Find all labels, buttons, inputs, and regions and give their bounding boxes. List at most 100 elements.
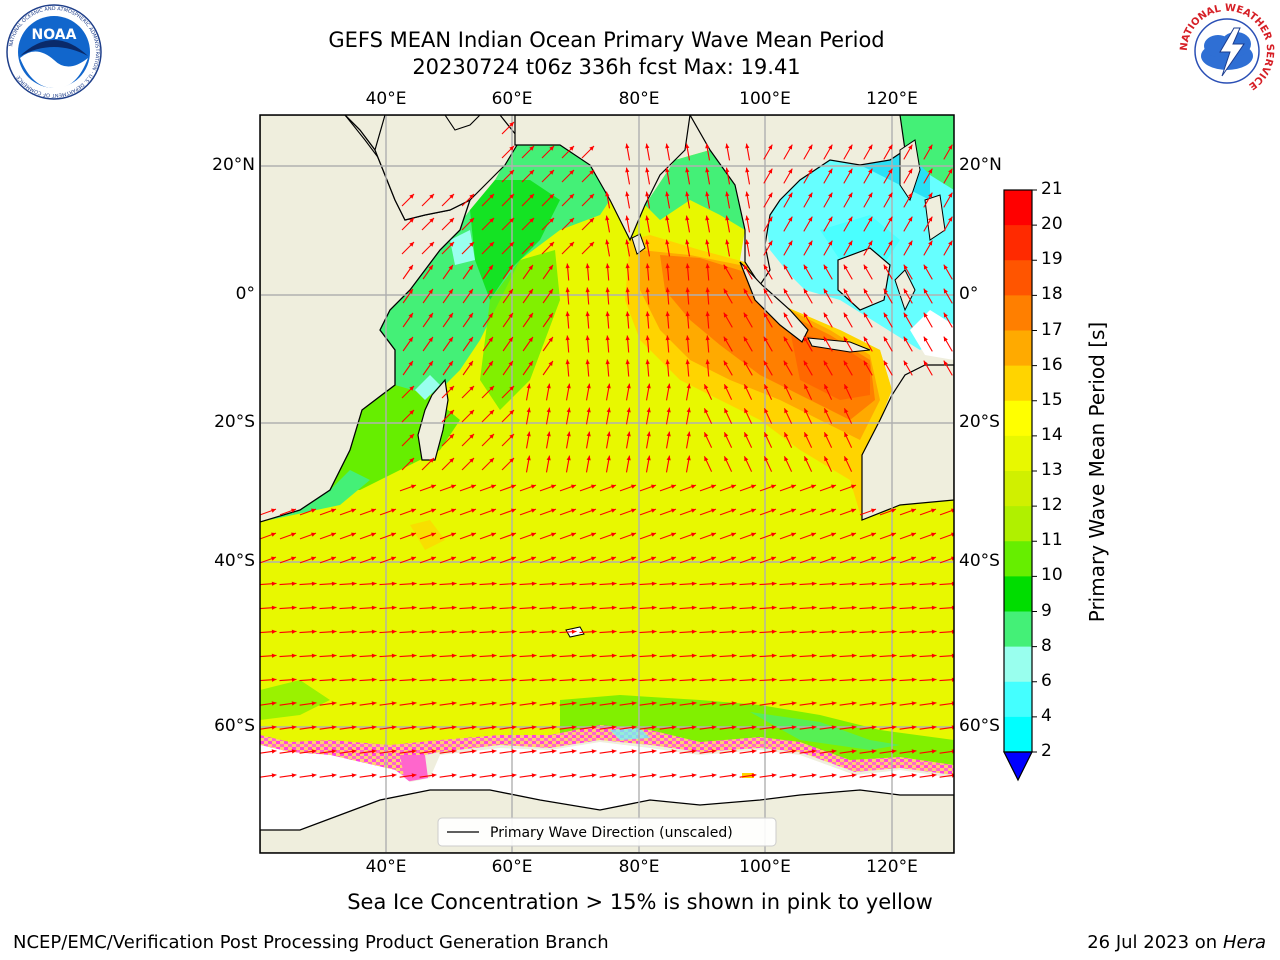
wave-direction-arrowhead	[685, 191, 690, 197]
wave-direction-arrowhead	[704, 456, 709, 462]
wave-direction-arrowhead	[868, 144, 873, 150]
colorbar-tick-label: 18	[1041, 284, 1063, 305]
wave-direction-arrowhead	[271, 629, 277, 634]
wave-direction-arrowhead	[509, 458, 514, 463]
wave-direction-arrowhead	[691, 581, 697, 586]
wave-direction-arrowhead	[411, 605, 417, 610]
wave-direction-arrowhead	[311, 556, 316, 561]
wave-direction-arrowhead	[685, 335, 690, 341]
wave-direction-arrowhead	[429, 458, 434, 463]
wave-direction-arrowhead	[671, 701, 677, 706]
wave-direction-arrowhead	[768, 216, 773, 222]
wave-direction-arrowhead	[409, 218, 414, 223]
lon-tick-top-1: 40°E	[365, 89, 407, 109]
wave-direction-arrowhead	[491, 629, 497, 634]
lon-tick-bottom-3: 80°E	[618, 857, 660, 877]
wave-direction-arrowhead	[751, 629, 757, 634]
sea-ice-caption: Sea Ice Concentration > 15% is shown in …	[347, 890, 933, 914]
wave-direction-arrowhead	[451, 725, 457, 730]
wave-direction-arrowhead	[488, 265, 493, 270]
wave-direction-arrowhead	[351, 605, 357, 610]
wave-direction-arrowhead	[871, 773, 877, 778]
wave-direction-arrowhead	[591, 508, 596, 513]
wave-direction-arrowhead	[705, 359, 710, 365]
wave-direction-arrowhead	[943, 336, 948, 342]
wave-direction-arrowhead	[469, 410, 474, 415]
wave-direction-arrowhead	[686, 431, 691, 437]
wave-direction-arrowhead	[571, 749, 577, 754]
wave-direction-arrowhead	[788, 192, 793, 198]
wave-direction-arrowhead	[571, 725, 577, 730]
wave-direction-arrowhead	[625, 191, 630, 197]
wave-direction-arrowhead	[711, 581, 717, 586]
wave-direction-arrowhead	[471, 701, 477, 706]
colorbar-tick-label: 11	[1041, 530, 1063, 551]
wave-direction-arrowhead	[589, 242, 594, 247]
wave-direction-arrowhead	[923, 336, 928, 342]
wave-direction-arrowhead	[491, 725, 497, 730]
wave-direction-arrowhead	[851, 749, 857, 754]
wave-direction-arrowhead	[763, 288, 768, 294]
wave-direction-arrowhead	[731, 484, 736, 489]
wave-direction-arrowhead	[871, 677, 877, 682]
wave-direction-arrowhead	[331, 629, 337, 634]
wave-direction-arrowhead	[631, 725, 637, 730]
wave-direction-arrowhead	[831, 653, 837, 658]
wave-direction-arrowhead	[848, 192, 853, 198]
wave-direction-arrowhead	[931, 532, 936, 537]
colorbar-segment	[1004, 506, 1032, 542]
wave-direction-arrowhead	[891, 653, 897, 658]
wave-direction-arrowhead	[691, 629, 697, 634]
wave-direction-arrowhead	[651, 629, 657, 634]
wave-direction-arrowhead	[271, 556, 276, 561]
wave-direction-arrowhead	[844, 384, 849, 390]
wave-direction-arrowhead	[691, 556, 696, 561]
sea-ice-edge	[260, 725, 954, 780]
wave-direction-arrowhead	[331, 532, 336, 537]
wave-direction-arrowhead	[566, 455, 571, 461]
colorbar	[1003, 189, 1037, 782]
wave-direction-arrowhead	[491, 677, 497, 682]
wave-direction-arrowhead	[606, 383, 611, 389]
wave-direction-arrowhead	[691, 749, 697, 754]
lat-tick-right-3: 20°S	[959, 412, 1000, 432]
wave-direction-arrowhead	[546, 407, 551, 413]
wave-direction-arrowhead	[911, 653, 917, 658]
wave-direction-arrowhead	[665, 215, 670, 221]
wave-direction-arrowhead	[351, 725, 357, 730]
wave-direction-arrowhead	[605, 311, 610, 317]
wave-direction-arrowhead	[351, 556, 356, 561]
wave-direction-arrowhead	[705, 287, 710, 293]
colorbar-tick-label: 15	[1041, 389, 1063, 410]
wave-direction-arrowhead	[585, 287, 590, 293]
wave-direction-arrowhead	[903, 288, 908, 294]
wave-direction-arrowhead	[449, 434, 454, 439]
wave-direction-arrowhead	[771, 653, 777, 658]
wave-direction-arrowhead	[351, 532, 356, 537]
wave-direction-arrowhead	[823, 336, 828, 342]
wave-direction-arrowhead	[431, 701, 437, 706]
wave-direction-arrowhead	[725, 215, 730, 221]
wave-direction-arrowhead	[451, 532, 456, 537]
wave-direction-arrowhead	[788, 168, 793, 174]
wave-direction-arrowhead	[428, 361, 433, 366]
colorbar-tick-label: 6	[1041, 670, 1052, 691]
wave-direction-arrowhead	[791, 725, 797, 730]
colorbar-segment	[1004, 260, 1032, 296]
wave-direction-arrowhead	[571, 677, 577, 682]
wave-direction-arrowhead	[791, 749, 797, 754]
colorbar-extend-triangle	[1003, 751, 1033, 782]
wave-direction-arrowhead	[428, 265, 433, 270]
wave-direction-arrowhead	[509, 122, 514, 127]
wave-direction-arrowhead	[531, 701, 537, 706]
wave-direction-arrowhead	[671, 556, 676, 561]
wave-direction-arrowhead	[271, 773, 277, 778]
wave-direction-arrowhead	[508, 313, 513, 318]
wave-direction-arrowhead	[771, 581, 777, 586]
wave-direction-arrowhead	[685, 311, 690, 317]
wave-direction-arrowhead	[745, 167, 750, 173]
wave-direction-arrowhead	[651, 725, 657, 730]
wave-direction-arrowhead	[908, 144, 913, 150]
wave-direction-arrowhead	[704, 432, 709, 438]
wave-direction-arrowhead	[468, 289, 473, 294]
